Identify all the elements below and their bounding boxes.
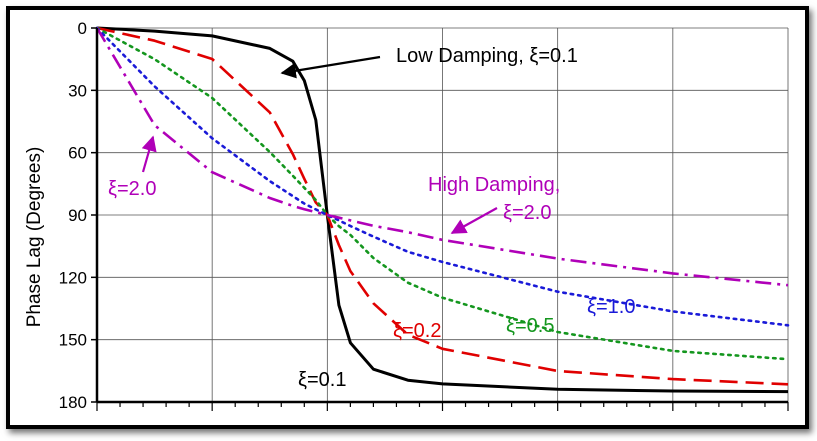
low-damping-arrow xyxy=(280,55,381,79)
series-line-zeta-2 xyxy=(95,27,789,287)
curves xyxy=(95,26,790,394)
high-damping-arrow xyxy=(450,207,498,234)
y-tick-label: 180 xyxy=(59,393,87,412)
xi-1-label: ξ=1.0 xyxy=(587,296,635,318)
y-tick-label: 60 xyxy=(68,144,87,163)
y-tick-label: 0 xyxy=(78,19,87,38)
xi-2-left-label: ξ=2.0 xyxy=(108,178,156,200)
annotations: Low Damping, ξ=0.1 High Damping, ξ=2.0 ξ… xyxy=(108,45,635,391)
series-line-zeta-0-1 xyxy=(96,26,789,394)
low-damping-label: Low Damping, ξ=0.1 xyxy=(396,45,578,67)
xi-2-left-arrow xyxy=(141,135,157,173)
xi-01-label: ξ=0.1 xyxy=(298,369,346,391)
high-damping-xi-label: ξ=2.0 xyxy=(503,202,551,224)
grid xyxy=(96,27,789,403)
chart-frame xyxy=(6,6,809,429)
series-line-zeta-1 xyxy=(95,26,790,327)
high-damping-label: High Damping, xyxy=(428,174,560,196)
series-line-zeta-0-5 xyxy=(95,26,790,361)
y-tick-label: 150 xyxy=(59,331,87,350)
xi-02-label: ξ=0.2 xyxy=(393,320,441,342)
y-tick-label: 90 xyxy=(68,206,87,225)
series-line-zeta-0-2 xyxy=(96,26,789,386)
xi-05-label: ξ=0.5 xyxy=(506,315,554,337)
y-tick-label: 120 xyxy=(59,268,87,287)
y-axis-label: Phase Lag (Degrees) xyxy=(24,147,45,328)
y-tick-label: 30 xyxy=(68,81,87,100)
axes: 0 30 60 90 120 150 180 Phase Lag (Degrees) xyxy=(24,19,789,412)
